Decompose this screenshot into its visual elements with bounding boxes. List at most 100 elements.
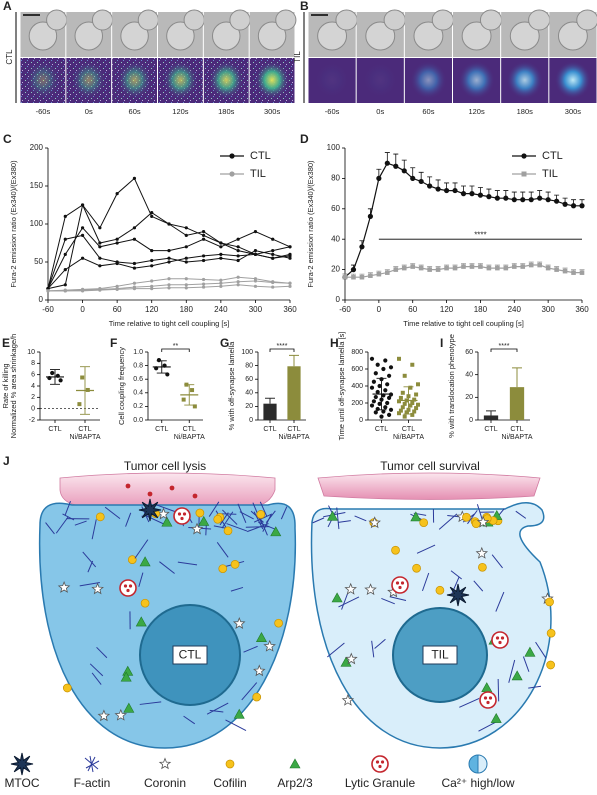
time-label: 180s: [517, 107, 534, 116]
cell-outline: [335, 9, 358, 31]
f-actin: [208, 501, 220, 517]
f-actin: [265, 510, 276, 523]
data-point: [359, 274, 365, 280]
data-point: [398, 395, 403, 400]
y-tick-label: 0: [31, 406, 35, 413]
y-tick-label: -2: [29, 417, 35, 424]
cofilin: [435, 585, 445, 595]
f-actin: [230, 586, 244, 592]
data-point: [201, 237, 206, 241]
data-point: [461, 264, 466, 269]
data-point: [271, 280, 275, 285]
data-point: [402, 414, 407, 419]
cell-outline: [257, 21, 287, 51]
granule-content: [380, 760, 385, 764]
lytic-granule: [391, 576, 409, 594]
bar: [483, 415, 499, 420]
data-point: [416, 402, 420, 407]
data-point: [288, 245, 292, 249]
data-point: [377, 383, 382, 389]
data-point: [219, 278, 223, 282]
data-point: [132, 226, 137, 230]
released-granule: [125, 483, 131, 489]
data-point: [184, 277, 188, 281]
data-point: [369, 356, 375, 361]
cell-outline: [557, 21, 588, 51]
f-actin: [64, 500, 71, 516]
data-point: [219, 241, 223, 245]
data-point: [375, 389, 380, 395]
data-point: [402, 373, 407, 378]
mtoc: [10, 752, 34, 776]
data-point: [367, 213, 373, 219]
f-actin: [159, 561, 175, 574]
f-actin: [226, 523, 248, 532]
data-point: [288, 284, 292, 288]
cell-outline: [275, 9, 297, 31]
data-point: [167, 283, 171, 287]
data-point: [63, 268, 67, 272]
x-tick-label: 300: [541, 305, 555, 314]
data-point: [201, 277, 206, 282]
data-point: [58, 378, 63, 383]
cofilin: [223, 526, 233, 536]
calcium-signal: [208, 61, 244, 99]
data-point: [398, 408, 403, 413]
data-point: [150, 264, 154, 268]
data-point: [80, 375, 85, 380]
data-point: [460, 191, 467, 197]
data-point: [414, 406, 419, 411]
data-point: [63, 252, 67, 256]
calcium-signal: [361, 61, 399, 99]
cell-outline: [120, 21, 149, 51]
cell-outline: [317, 21, 348, 51]
data-point: [80, 226, 85, 230]
x-tick-label: 60: [408, 305, 417, 314]
x-tick-label: -60: [42, 305, 54, 314]
panel-label: B: [300, 0, 309, 13]
time-label: 120s: [172, 107, 189, 116]
f-actin: [79, 582, 100, 587]
f-actin: [85, 760, 100, 769]
f-actin: [183, 715, 196, 725]
coronin: [364, 583, 377, 596]
granule-content: [126, 588, 130, 593]
data-point: [181, 397, 186, 402]
panel-label: H: [330, 336, 339, 350]
arp2-3: [490, 712, 502, 723]
data-point: [388, 392, 394, 397]
data-point: [379, 414, 384, 419]
data-point: [528, 197, 534, 203]
y-axis-label: % with translocation phenotype: [447, 334, 456, 438]
y-tick-label: 0: [336, 295, 341, 304]
data-point: [236, 275, 240, 279]
coronin: [158, 757, 172, 770]
data-point: [253, 284, 258, 288]
data-point: [385, 270, 390, 275]
arp2-3: [123, 702, 135, 713]
data-point: [184, 245, 188, 249]
data-point: [444, 265, 449, 271]
calcium-signal: [163, 61, 198, 99]
data-point: [271, 256, 275, 260]
arp2-3: [255, 632, 267, 642]
cell-outline: [576, 9, 597, 31]
y-tick-label: 80: [331, 174, 340, 183]
arp2-3: [524, 646, 536, 657]
data-point: [387, 412, 392, 417]
f-actin: [467, 510, 478, 525]
data-point: [98, 288, 102, 292]
cofilin: [462, 512, 471, 522]
x-tick-label: Ni/BAPTA: [279, 434, 310, 441]
sd-whisker: [403, 386, 414, 415]
data-point: [253, 279, 258, 283]
data-point: [511, 264, 517, 269]
data-point: [46, 287, 50, 291]
y-tick-label: 0.8: [133, 362, 143, 369]
f-actin: [241, 682, 258, 701]
data-point: [167, 249, 171, 253]
data-point: [414, 392, 419, 397]
f-actin: [243, 645, 258, 653]
